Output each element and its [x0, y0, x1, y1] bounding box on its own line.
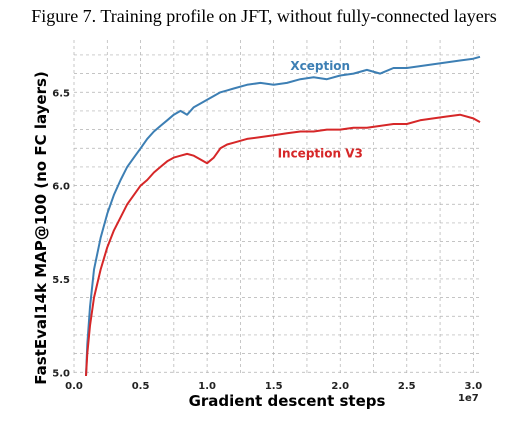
y-tick-label: 6.5	[52, 88, 70, 99]
x-multiplier-label: 1e7	[458, 393, 479, 404]
x-tick-label: 0.0	[65, 381, 83, 392]
x-tick-label: 1.5	[265, 381, 283, 392]
series-line-0	[85, 55, 481, 377]
series-label-0: Xception	[290, 59, 350, 73]
y-tick-label: 5.0	[52, 368, 70, 379]
x-tick-label: 2.5	[398, 381, 416, 392]
x-tick-label: 3.0	[464, 381, 482, 392]
grid	[73, 40, 480, 376]
x-tick-label: 1.0	[198, 381, 216, 392]
y-axis-title: FastEval14k MAP@100 (no FC layers)	[32, 71, 50, 384]
tick-labels: 0.0 0.5 1.0 1.5 2.0 2.5 3.0 5.0 5.5 6.0 6.5	[52, 88, 482, 392]
series-label-1: Inception V3	[278, 147, 363, 161]
y-tick-label: 6.0	[52, 182, 70, 193]
series-line-1	[85, 113, 481, 377]
y-tick-label: 5.5	[52, 275, 70, 286]
x-axis-title: Gradient descent steps	[189, 392, 386, 410]
series-lines: Xception Inception V3	[85, 55, 481, 377]
x-tick-label: 0.5	[132, 381, 150, 392]
figure-title: Figure 7. Training profile on JFT, witho…	[31, 6, 497, 26]
x-tick-label: 2.0	[331, 381, 349, 392]
